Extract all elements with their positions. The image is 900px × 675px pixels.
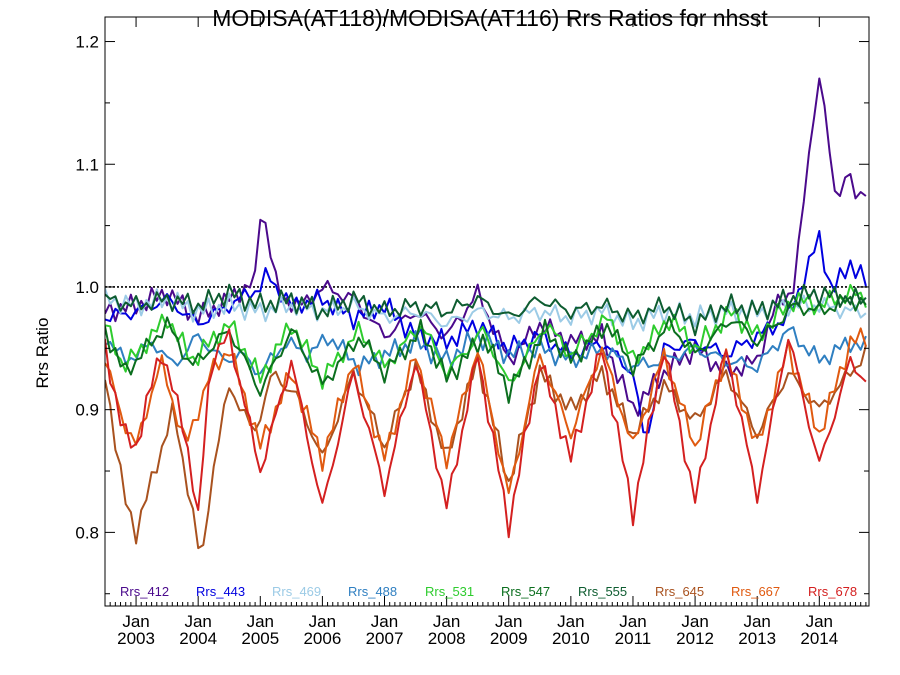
x-tick-label-year: 2006: [303, 629, 341, 648]
y-tick-label: 1.0: [75, 278, 99, 297]
plot-frame: [104, 16, 870, 607]
x-tick-label-year: 2008: [428, 629, 466, 648]
x-tick-label-month: Jan: [743, 612, 770, 631]
x-tick-label-year: 2004: [179, 629, 217, 648]
x-tick-label-month: Jan: [433, 612, 460, 631]
legend-item-rrs_555: Rrs_555: [578, 584, 627, 599]
x-tick-label-month: Jan: [681, 612, 708, 631]
legend-item-rrs_469: Rrs_469: [272, 584, 321, 599]
x-tick-label-month: Jan: [184, 612, 211, 631]
x-tick-label-year: 2005: [241, 629, 279, 648]
legend-item-rrs_531: Rrs_531: [425, 584, 474, 599]
x-tick-label-year: 2011: [615, 629, 652, 648]
series-layer: [105, 77, 867, 550]
x-tick-label-month: Jan: [371, 612, 398, 631]
legend-item-rrs_547: Rrs_547: [501, 584, 550, 599]
series-line-rrs_469: [105, 288, 867, 332]
series-line-rrs_547: [105, 293, 867, 404]
legend-item-rrs_678: Rrs_678: [808, 584, 857, 599]
legend-item-rrs_488: Rrs_488: [348, 584, 397, 599]
x-tick-label-month: Jan: [247, 612, 274, 631]
series-line-rrs_555: [105, 283, 867, 337]
x-tick-label-month: Jan: [495, 612, 522, 631]
y-axis-label: Rrs Ratio: [33, 318, 52, 389]
y-tick-label: 1.1: [75, 155, 99, 174]
x-tick-label-year: 2014: [800, 629, 838, 648]
x-tick-label-month: Jan: [619, 612, 646, 631]
x-tick-label-year: 2003: [117, 629, 155, 648]
x-tick-label-year: 2007: [366, 629, 404, 648]
legend-item-rrs_443: Rrs_443: [196, 584, 245, 599]
y-axis: 0.8 0.9 1.0 1.1 1.2: [75, 33, 869, 595]
x-tick-label-year: 2010: [552, 629, 590, 648]
plot-area: 0.80.91.01.11.2 Jan2003Jan2004Jan2005Jan…: [75, 16, 870, 648]
chart-title: MODISA(AT118)/MODISA(AT116) Rrs Ratios f…: [212, 5, 768, 31]
series-line-rrs_412: [105, 77, 867, 417]
x-axis: Jan2003Jan2004Jan2005Jan2006Jan2007Jan20…: [104, 17, 867, 648]
x-tick-label-year: 2012: [676, 629, 714, 648]
x-tick-label-month: Jan: [309, 612, 336, 631]
y-tick-label: 0.8: [75, 523, 99, 542]
x-tick-label-month: Jan: [122, 612, 149, 631]
legend: Rrs_412 Rrs_443 Rrs_469 Rrs_488 Rrs_531 Rrs_5…: [120, 584, 857, 599]
x-tick-label-year: 2013: [738, 629, 776, 648]
x-tick-label-month: Jan: [557, 612, 584, 631]
series-line-rrs_443: [105, 230, 867, 434]
y-tick-label: 1.2: [75, 33, 99, 52]
legend-item-rrs_667: Rrs_667: [731, 584, 780, 599]
x-tick-label-month: Jan: [806, 612, 833, 631]
series-line-rrs_531: [105, 283, 867, 390]
legend-item-rrs_412: Rrs_412: [120, 584, 169, 599]
series-line-rrs_678: [105, 328, 867, 539]
x-tick-label-year: 2009: [490, 629, 528, 648]
y-tick-label: 0.9: [75, 401, 99, 420]
legend-item-rrs_645: Rrs_645: [655, 584, 704, 599]
